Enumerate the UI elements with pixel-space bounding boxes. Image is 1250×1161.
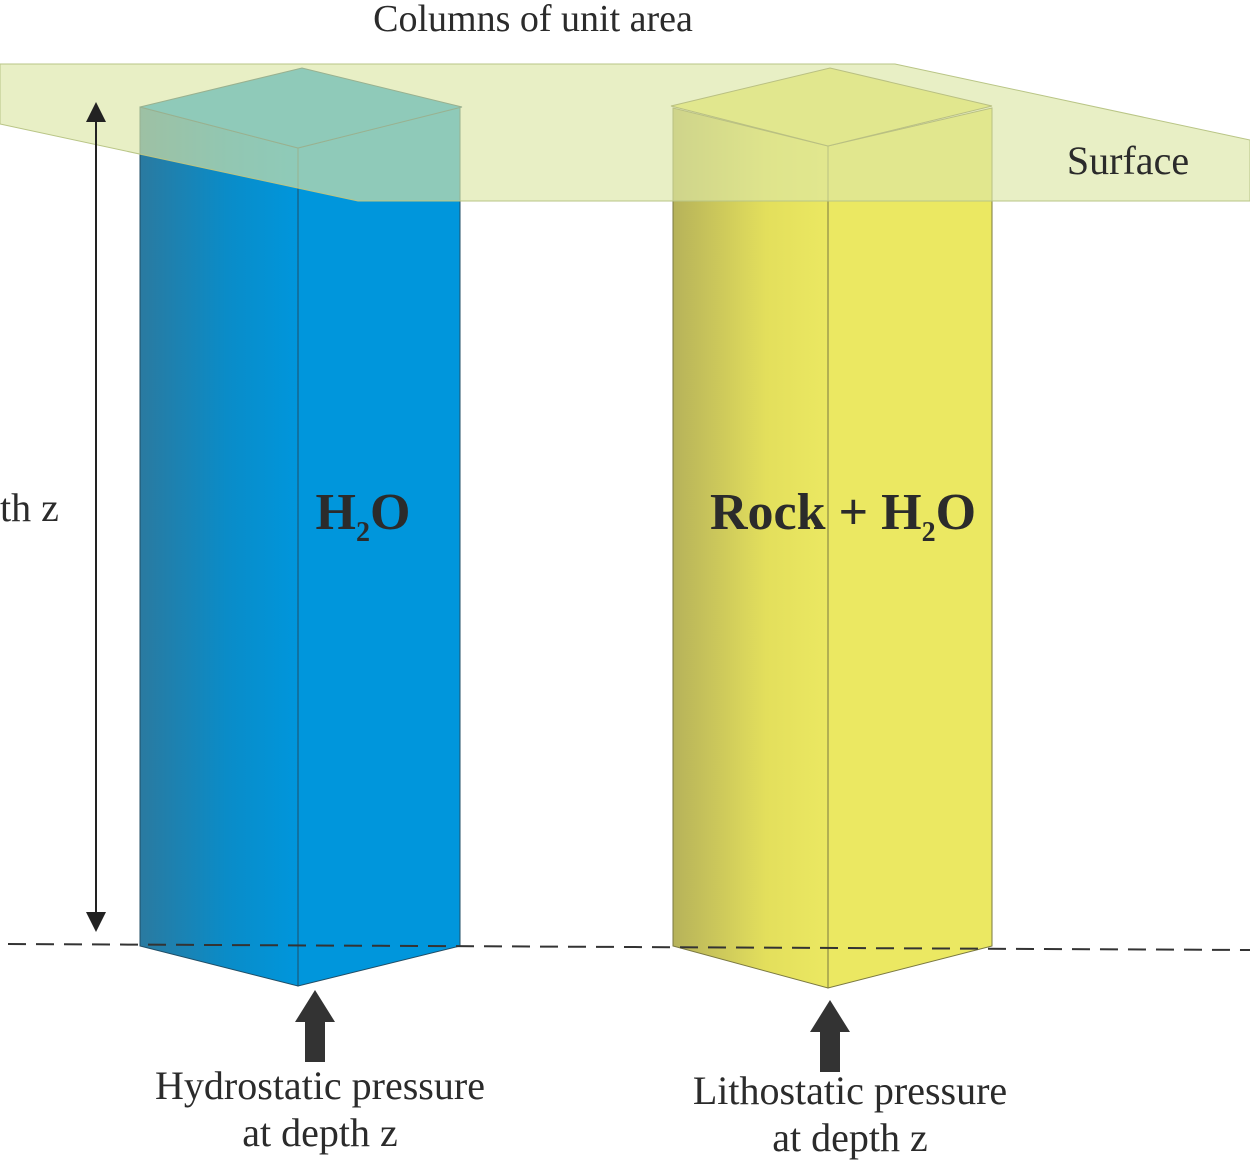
hydrostatic-caption-line2: at depth z bbox=[242, 1110, 398, 1155]
depth-dashed-line bbox=[7, 943, 1250, 951]
water-column bbox=[139, 67, 463, 987]
rock-column-right-face bbox=[827, 107, 993, 989]
rock-column-label: Rock + H2O bbox=[710, 484, 976, 548]
water-column-label: H2O bbox=[316, 484, 411, 548]
surface-label: Surface bbox=[1067, 138, 1189, 183]
rock-column bbox=[670, 67, 993, 989]
rock-column-left-face bbox=[672, 107, 829, 989]
lithostatic-caption-line2: at depth z bbox=[772, 1115, 928, 1160]
hydrostatic-caption-line1: Hydrostatic pressure bbox=[155, 1063, 485, 1108]
depth-label: th z bbox=[0, 485, 59, 530]
lithostatic-pressure-arrow bbox=[810, 1000, 850, 1072]
hydrostatic-pressure-arrow bbox=[295, 990, 335, 1062]
water-column-right-face bbox=[297, 106, 461, 987]
water-column-left-face bbox=[139, 106, 299, 987]
surface-plane bbox=[0, 63, 1250, 202]
diagram-title: Columns of unit area bbox=[373, 0, 693, 40]
lithostatic-caption-line1: Lithostatic pressure bbox=[693, 1068, 1007, 1113]
